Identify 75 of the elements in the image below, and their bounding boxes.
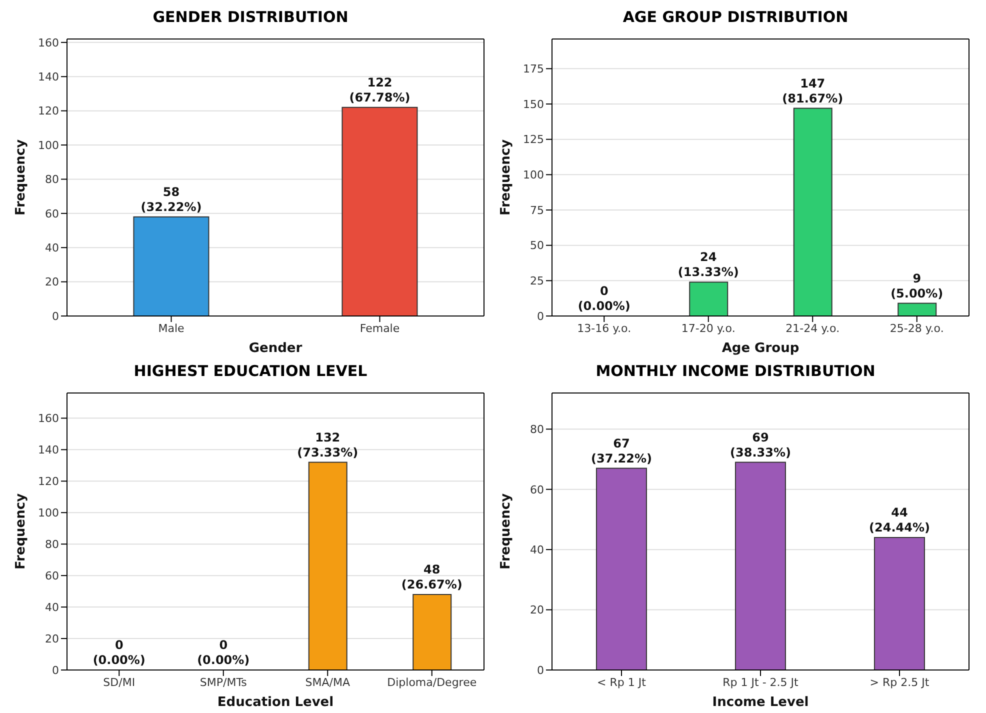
data-label: 132 (73.33%) — [297, 430, 358, 460]
y-tick-label: 60 — [530, 483, 544, 496]
y-tick-label: 40 — [45, 600, 59, 614]
x-tick-label: < Rp 1 Jt — [597, 676, 647, 689]
x-tick-label: 17-20 y.o. — [681, 322, 736, 335]
bar — [793, 108, 832, 316]
y-tick-label: 160 — [38, 412, 59, 426]
y-tick-label: 150 — [523, 98, 544, 111]
y-tick-label: 140 — [38, 70, 59, 84]
y-tick-label: 20 — [45, 632, 59, 646]
x-axis-title: Age Group — [722, 341, 800, 356]
chart-title: GENDER DISTRIBUTION — [152, 8, 350, 28]
x-tick-label: Rp 1 Jt - 2.5 Jt — [722, 676, 800, 689]
y-tick-label: 160 — [38, 36, 59, 50]
y-tick-label: 0 — [52, 310, 59, 323]
data-label: 0 (0.00%) — [92, 638, 146, 667]
y-tick-label: 60 — [45, 207, 59, 220]
bar — [898, 302, 937, 316]
data-label: 9 (5.00%) — [890, 271, 944, 300]
y-tick-label: 125 — [523, 133, 544, 146]
y-tick-label: 80 — [45, 538, 59, 551]
y-tick-label: 0 — [537, 664, 544, 677]
y-tick-label: 20 — [45, 276, 59, 289]
chart-title: HIGHEST EDUCATION LEVEL — [132, 362, 368, 382]
data-label: 58 (32.22%) — [140, 184, 202, 214]
y-tick-label: 60 — [45, 569, 59, 582]
data-label: 147 (81.67%) — [782, 76, 844, 106]
y-axis-title: Frequency — [498, 492, 514, 570]
data-label: 0 (0.00%) — [578, 284, 630, 313]
x-tick-label: 13-16 y.o. — [577, 322, 632, 335]
y-tick-label: 75 — [530, 204, 544, 217]
data-label: 67 (37.22%) — [591, 436, 652, 466]
y-tick-label: 20 — [530, 604, 544, 617]
y-tick-label: 80 — [45, 173, 59, 186]
y-tick-label: 120 — [38, 475, 59, 488]
data-label: 69 (38.33%) — [730, 430, 791, 460]
x-tick-label: SMA/MA — [305, 676, 350, 689]
y-tick-label: 120 — [38, 104, 59, 118]
y-tick-label: 140 — [38, 444, 59, 457]
x-axis-title: Gender — [248, 341, 303, 356]
x-tick-label: > Rp 2.5 Jt — [870, 676, 930, 689]
bar — [596, 468, 647, 670]
y-tick-label: 0 — [537, 310, 544, 323]
y-tick-label: 0 — [52, 664, 59, 677]
bar — [734, 462, 786, 670]
y-tick-label: 100 — [523, 168, 544, 182]
y-tick-label: 175 — [523, 62, 544, 76]
y-axis-title: Frequency — [498, 138, 514, 216]
y-axis-title: Frequency — [14, 492, 29, 570]
y-tick-label: 50 — [530, 239, 544, 252]
x-tick-label: Male — [158, 322, 185, 335]
chart-title: MONTHLY INCOME DISTRIBUTION — [594, 362, 876, 382]
x-tick-label: Diploma/Degree — [387, 676, 477, 689]
bar — [874, 537, 925, 670]
chart-title: AGE GROUP DISTRIBUTION — [622, 8, 850, 28]
x-tick-label: 25-28 y.o. — [890, 322, 944, 335]
data-label: 44 (24.44%) — [869, 506, 930, 535]
x-tick-label: 21-24 y.o. — [786, 322, 840, 335]
y-tick-label: 80 — [530, 423, 544, 436]
y-axis-title: Frequency — [14, 138, 29, 216]
data-label: 122 (67.78%) — [349, 75, 410, 104]
x-tick-label: SD/MI — [103, 676, 136, 689]
y-tick-label: 40 — [530, 543, 544, 556]
x-tick-label: SMP/MTs — [200, 676, 248, 689]
data-label: 0 (0.00%) — [197, 638, 250, 667]
y-tick-label: 40 — [45, 242, 59, 255]
x-axis-title: Income Level — [712, 695, 809, 710]
y-tick-label: 100 — [38, 138, 59, 152]
x-axis-title: Education Level — [217, 695, 334, 710]
y-tick-label: 100 — [38, 506, 59, 520]
data-label: 24 (13.33%) — [678, 250, 739, 280]
bar — [689, 282, 728, 316]
x-tick-label: Female — [360, 322, 400, 335]
data-label: 48 (26.67%) — [401, 562, 462, 592]
y-tick-label: 25 — [530, 274, 544, 288]
